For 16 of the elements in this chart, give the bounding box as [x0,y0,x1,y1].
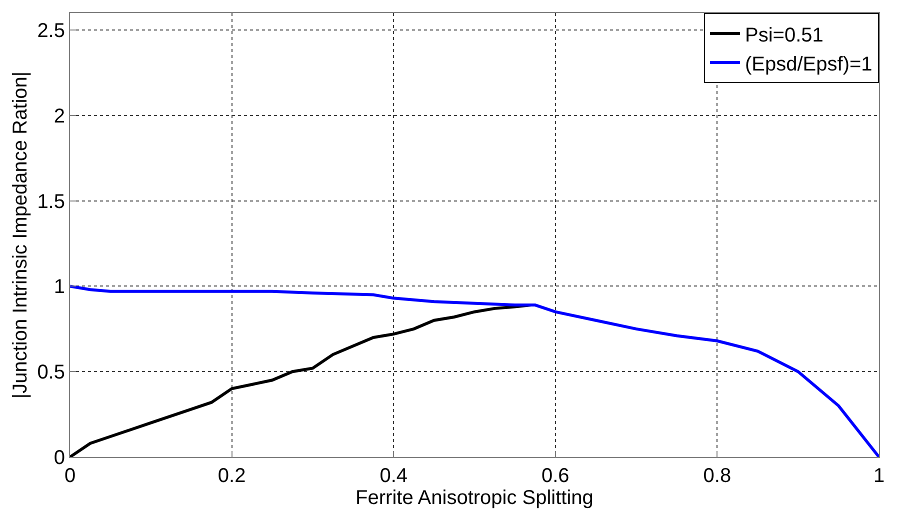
y-tick-label: 2 [54,105,65,128]
y-tick-label: 0 [54,447,65,469]
x-tick-label: 0.2 [218,465,246,487]
legend-label: (Epsd/Epsf)=1 [745,53,872,76]
y-axis-title: |Junction Intrinsic Impedance Ration| [10,71,32,399]
y-tick-label: 1 [54,276,65,298]
line-series [70,284,879,457]
x-tick-label: 1 [873,465,885,487]
x-tick-label: 0.8 [703,465,732,487]
y-tick-label: 2.5 [37,20,65,42]
x-tick-label: 0.4 [380,465,408,487]
y-tick-label: 1.5 [37,190,65,213]
x-tick-label: 0.6 [541,465,570,487]
legend-label: Psi=0.51 [745,24,824,46]
x-axis-title: Ferrite Anisotropic Splitting [356,487,594,509]
y-tick-label: 0.5 [37,362,65,384]
